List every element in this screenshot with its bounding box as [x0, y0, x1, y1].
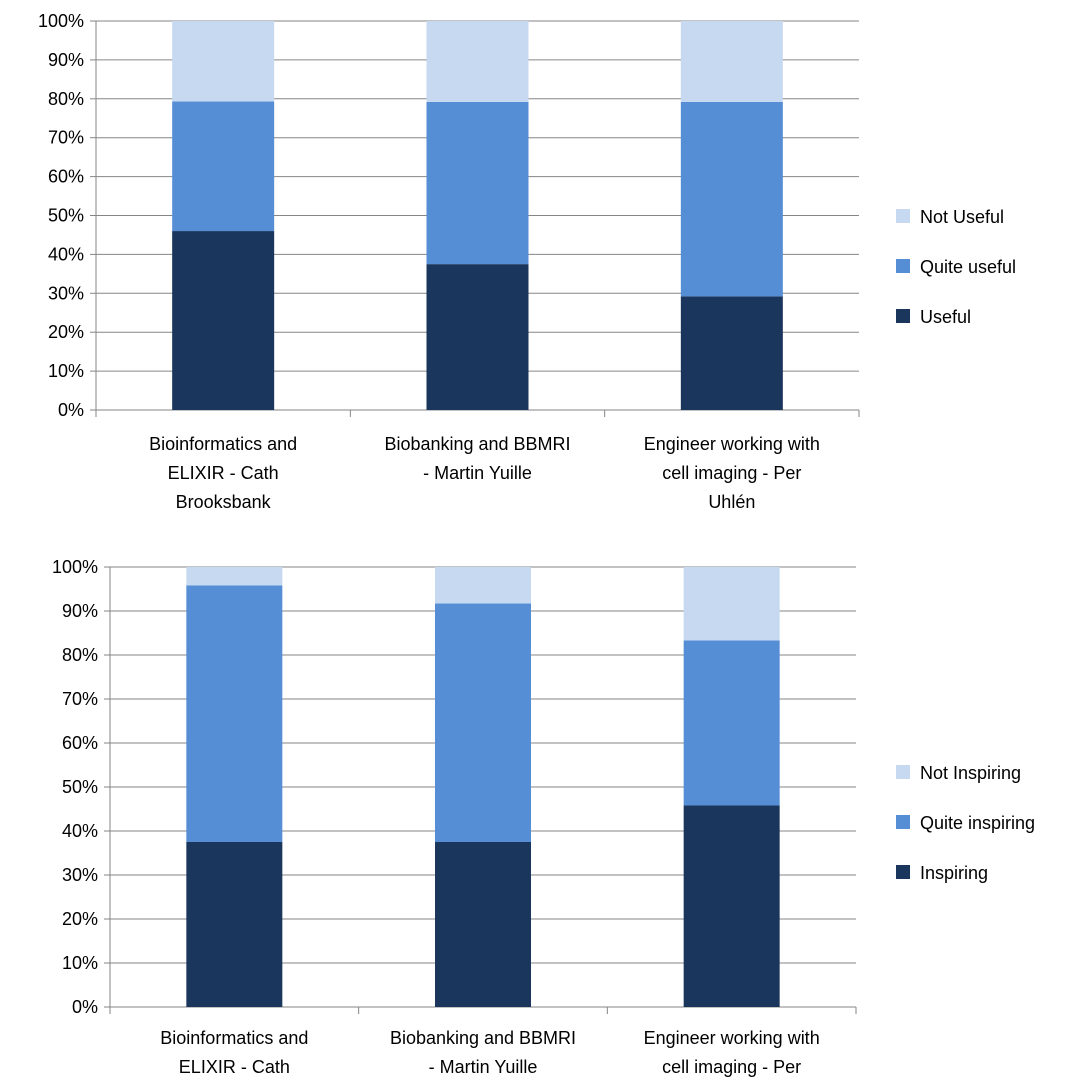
y-tick-label: 100% [38, 11, 84, 31]
legend-label: Useful [920, 307, 971, 327]
bar-segment-useful [172, 231, 275, 410]
bar-segment-useful [426, 264, 529, 410]
y-tick-label: 60% [62, 733, 98, 753]
bar-segment-not-inspiring [435, 567, 531, 604]
inspiration-chart: 0% 10% 20% 30% 40% 50% 60% 70% 80% 90% 100% Bioinfo… [52, 557, 1035, 1089]
bar-segment-quite-useful [426, 101, 529, 265]
y-tick-label: 50% [48, 206, 84, 226]
legend-swatch [896, 309, 910, 323]
y-tick-label: 70% [48, 128, 84, 148]
bar-segment-not-useful [172, 21, 275, 102]
y-tick-label: 0% [72, 997, 98, 1017]
bar-segment-quite-inspiring [683, 640, 780, 806]
y-tick-label: 60% [48, 167, 84, 187]
bar-segment-not-inspiring [186, 567, 283, 586]
y-tick-label: 80% [62, 645, 98, 665]
bar-segment-not-useful [426, 21, 529, 102]
y-tick-label: 30% [48, 283, 84, 303]
category-label: Biobanking and BBMRI - Martin Yuille [384, 434, 570, 483]
bar-segment-inspiring [435, 842, 531, 1007]
y-tick-label: 20% [62, 909, 98, 929]
y-tick-label: 70% [62, 689, 98, 709]
y-tick-label: 10% [62, 953, 98, 973]
legend-swatch [896, 765, 910, 779]
y-tick-label: 20% [48, 322, 84, 342]
legend-swatch [896, 815, 910, 829]
y-tick-label: 90% [48, 50, 84, 70]
y-tick-label: 80% [48, 89, 84, 109]
y-tick-label: 90% [62, 601, 98, 621]
bar-segment-not-useful [680, 21, 783, 102]
bar-segment-inspiring [683, 805, 780, 1007]
legend-swatch [896, 259, 910, 273]
bar-segment-quite-inspiring [435, 603, 531, 842]
y-tick-label: 30% [62, 865, 98, 885]
legend-label: Inspiring [920, 863, 988, 883]
category-label: Biobanking and BBMRI - Martin Yuille [390, 1028, 576, 1077]
y-tick-label: 40% [62, 821, 98, 841]
legend-label: Quite useful [920, 257, 1016, 277]
y-tick-label: 10% [48, 361, 84, 381]
legend-label: Not Useful [920, 207, 1004, 227]
bar-segment-quite-inspiring [186, 585, 283, 842]
y-tick-label: 40% [48, 244, 84, 264]
y-tick-label: 50% [62, 777, 98, 797]
legend-label: Quite inspiring [920, 813, 1035, 833]
bar-segment-quite-useful [172, 101, 275, 232]
legend-label: Not Inspiring [920, 763, 1021, 783]
legend-swatch [896, 865, 910, 879]
bar-segment-not-inspiring [683, 567, 780, 641]
y-tick-label: 0% [58, 400, 84, 420]
usefulness-chart: 0% 10% 20% 30% 40% 50% 60% 70% 80% 90% 100% Bioinfo… [38, 11, 1016, 512]
bar-segment-useful [680, 296, 783, 410]
y-tick-label: 100% [52, 557, 98, 577]
bar-segment-inspiring [186, 842, 283, 1007]
bar-segment-quite-useful [680, 101, 783, 297]
legend-swatch [896, 209, 910, 223]
